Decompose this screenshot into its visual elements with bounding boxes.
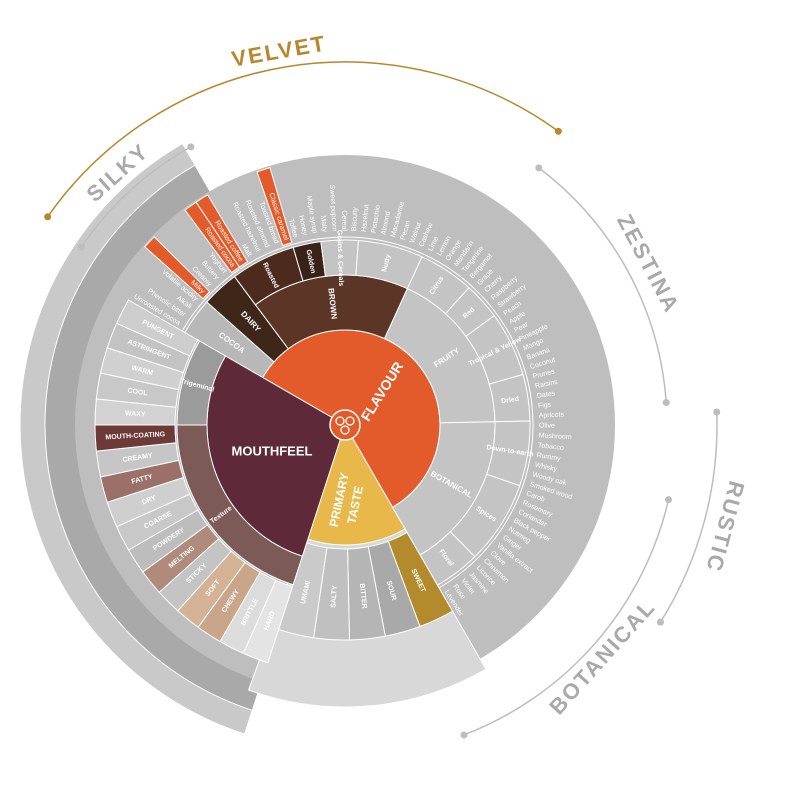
leaf-label: Olive — [539, 423, 555, 430]
outer-arc — [80, 146, 192, 248]
arc-dot — [535, 164, 543, 172]
leaf-label: Malty — [319, 215, 328, 233]
outer-arc — [538, 167, 667, 403]
leaf-label: Hazelnut — [361, 204, 371, 232]
leaf-label: Almond — [380, 211, 392, 236]
arc-dot — [44, 213, 52, 221]
emblem-swirl — [345, 416, 355, 426]
arc-dot — [460, 731, 468, 739]
subgroup-label: Nutty — [381, 254, 392, 273]
leaf-highlight — [256, 167, 293, 247]
arc-dot — [656, 618, 664, 626]
core-label: MOUTHFEEL — [232, 443, 313, 458]
subgroup-label: Golden — [304, 249, 316, 274]
arc-dot — [77, 243, 85, 251]
leaf-highlight — [195, 194, 249, 268]
outer-label: BOTANICAL — [544, 594, 660, 719]
taste-label: BITTER — [358, 583, 368, 609]
group-label: BROWN — [326, 288, 338, 320]
leaf-label: Dates — [536, 390, 556, 400]
emblem-swirl — [340, 425, 350, 435]
arc-dot — [662, 399, 670, 407]
leaf-label: Honey — [297, 215, 308, 237]
arc-dot — [664, 496, 672, 504]
leaf-label: Toffee — [287, 218, 299, 238]
emblem-swirl — [335, 416, 345, 426]
outer-arc — [659, 411, 718, 623]
taste-core — [307, 423, 406, 546]
outer-label: RUSTIC — [701, 478, 749, 575]
leaf-label: Rummy — [536, 452, 561, 463]
outer-label: VELVET — [230, 30, 329, 71]
leaf-label: Sweet popcorn — [328, 184, 338, 231]
mouthfeel-label: DRY — [141, 495, 157, 507]
leaf-label: Tobacco — [538, 442, 565, 452]
leaf-label: Pistachio — [371, 204, 382, 233]
arc-dot — [554, 127, 562, 135]
mouthfeel-label: COOL — [127, 387, 149, 397]
outer-arc — [47, 61, 559, 218]
arc-dot — [187, 143, 195, 151]
leaf-label: Whisky — [534, 462, 558, 474]
subgroup-label: Dried — [501, 396, 520, 406]
mouthfeel-label: MOUTH-COATING — [105, 431, 166, 441]
leaf-label: Cereal — [340, 210, 347, 231]
leaf-label: Mushroom — [539, 432, 573, 441]
outer-arc — [463, 499, 670, 736]
center-emblem — [329, 409, 361, 441]
leaf-label: Figs — [538, 401, 552, 409]
mouthfeel-label: CREAMY — [122, 452, 153, 464]
arc-dot — [713, 408, 721, 416]
leaf-label: Apricots — [539, 411, 565, 419]
mouthfeel-group — [176, 340, 227, 426]
leaf-label: Raisins — [535, 379, 559, 391]
leaf-label: Biscuity — [351, 206, 359, 231]
taste-label: SALTY — [330, 585, 338, 608]
mouthfeel-leaf — [115, 299, 199, 357]
subgroup-label: Grains & Cereals — [335, 230, 344, 287]
leaf-highlight — [144, 236, 211, 300]
mouthfeel-label: WAXY — [125, 410, 146, 418]
